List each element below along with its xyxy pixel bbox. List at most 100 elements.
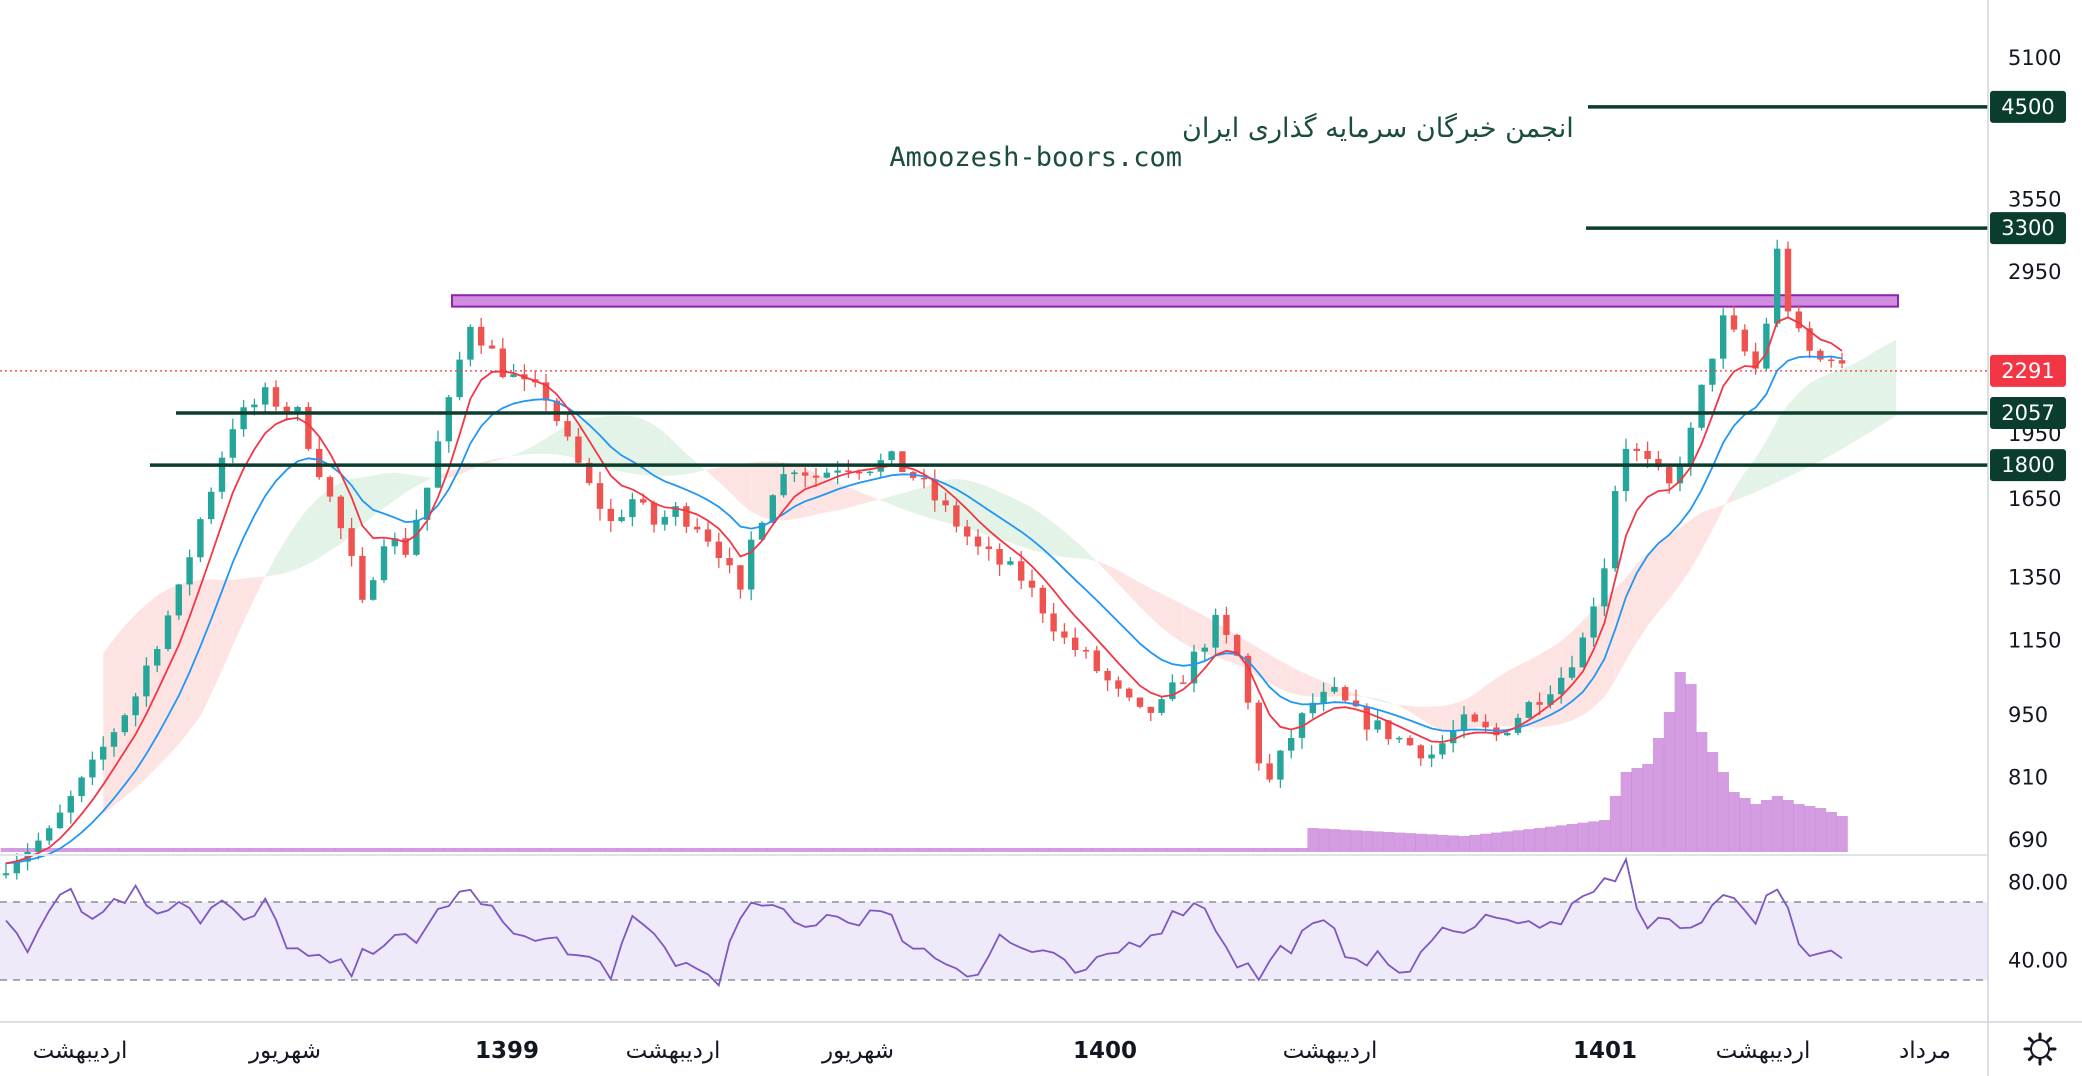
candle [13, 853, 20, 880]
cloud-segment [1496, 671, 1508, 727]
cloud-segment [1777, 404, 1788, 483]
volume-bar [843, 848, 855, 852]
volume-bar [497, 848, 509, 852]
resistance-zone-rect[interactable] [451, 294, 1899, 308]
time-tick-label: شهریور [248, 1038, 321, 1064]
cloud-segment [1874, 345, 1886, 430]
volume-bar [43, 848, 55, 852]
cloud-segment [999, 491, 1011, 543]
volume-bar [1199, 848, 1211, 852]
volume-bar [1426, 834, 1438, 852]
cloud-segment [837, 482, 849, 511]
candle [823, 467, 830, 479]
horizontal-levels[interactable] [150, 105, 1988, 467]
time-axis[interactable]: اردیبهشت شهریور 1399 اردیبهشت شهریور 1400 اردی… [33, 1038, 1951, 1064]
volume-bar [1469, 834, 1481, 852]
volume-bar [1782, 800, 1794, 852]
volume-bar [756, 848, 768, 852]
volume-bar [238, 848, 250, 852]
cloud-segment [308, 497, 320, 565]
candle [802, 467, 809, 488]
candle [164, 610, 172, 652]
candle [737, 564, 744, 599]
volume-bar [1264, 848, 1276, 852]
volume-bar [616, 848, 628, 852]
resistance-zone[interactable] [451, 294, 1899, 308]
cloud-segment [200, 579, 212, 717]
cloud-segment [146, 595, 158, 779]
volume-bar [681, 848, 693, 852]
time-tick-label: 1401 [1573, 1038, 1637, 1064]
volume-bar [1534, 828, 1546, 852]
candle [1612, 485, 1619, 572]
volume-bar [832, 848, 844, 852]
candle [575, 427, 582, 467]
cloud-segment [384, 472, 395, 508]
candle [1622, 438, 1630, 502]
candle [1460, 706, 1468, 739]
rsi-pane: 80.00 40.00 [0, 856, 2068, 988]
candle [391, 532, 398, 555]
candle [1817, 348, 1824, 362]
cloud-segment [1356, 693, 1367, 698]
volume-bar [1393, 832, 1405, 852]
volume-bar [918, 848, 930, 852]
cloud-segment [319, 488, 330, 558]
time-tick-label: اردیبهشت [626, 1038, 721, 1064]
volume-bar [519, 848, 531, 852]
candle [380, 539, 388, 583]
volume-bar [1134, 848, 1146, 852]
cloud-segment [600, 415, 611, 470]
last-price-tag: 2291 [1990, 354, 2066, 387]
candle [186, 549, 193, 596]
cloud-segment [1766, 420, 1778, 488]
cloud-segment [1150, 588, 1162, 628]
cloud-segment [448, 468, 460, 478]
candle [661, 510, 668, 531]
settings-gear-icon[interactable] [2023, 1032, 2057, 1066]
volume-bar [1674, 672, 1686, 852]
volume-bar [767, 848, 779, 852]
volume-bar [1437, 834, 1449, 852]
cloud-segment [1431, 705, 1443, 731]
cloud-segment [1086, 550, 1097, 562]
candle [1158, 697, 1165, 716]
volume-bar [1026, 848, 1038, 852]
volume-bar [961, 848, 973, 852]
cloud-segment [103, 638, 114, 815]
cloud-segment [751, 461, 762, 518]
volume-bar [1512, 830, 1524, 852]
candle [618, 509, 625, 523]
candle [1601, 558, 1608, 617]
volume-bar [227, 848, 239, 852]
volume-bar [249, 848, 261, 852]
volume-bar [875, 848, 887, 852]
candle [1082, 646, 1090, 659]
volume-bar [594, 848, 606, 852]
volume-bar [411, 848, 423, 852]
volume-bar [1631, 768, 1643, 852]
candle [305, 402, 312, 451]
cloud-segment [1064, 531, 1076, 559]
cloud-segment [913, 487, 924, 517]
cloud-segment [1118, 570, 1130, 596]
candle [1072, 627, 1079, 657]
candle [1093, 645, 1100, 674]
cloud-segment [1636, 552, 1648, 643]
candle [769, 494, 776, 523]
candle [1136, 697, 1144, 709]
moving-averages [5, 316, 1843, 865]
cloud-segment [729, 464, 741, 503]
candle [488, 339, 496, 349]
volume-bar [11, 848, 23, 852]
candle [1039, 584, 1046, 623]
volume-bar [1253, 848, 1265, 852]
cloud-segment [1420, 706, 1432, 726]
svg-text:4500: 4500 [2001, 95, 2054, 119]
cloud-segment [286, 521, 298, 573]
candle [586, 457, 593, 486]
candle [240, 399, 247, 437]
volume-bar [605, 848, 617, 852]
